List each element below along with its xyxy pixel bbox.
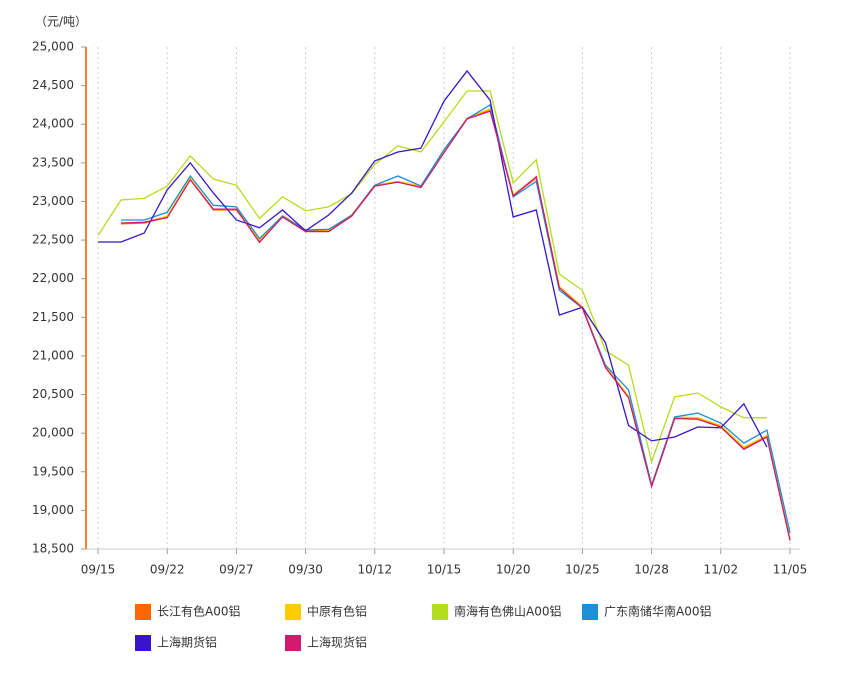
x-tick-label: 09/30 [288, 563, 323, 577]
x-tick-label: 09/27 [219, 563, 254, 577]
y-tick-label: 23,000 [32, 194, 74, 208]
y-tick-label: 20,500 [32, 387, 74, 401]
legend-label: 广东南储华南A00铝 [604, 604, 711, 619]
x-tick-label: 10/12 [358, 563, 393, 577]
y-tick-label: 21,000 [32, 348, 74, 362]
y-tick-label: 24,000 [32, 117, 74, 131]
y-tick-label: 23,500 [32, 155, 74, 169]
x-tick-label: 10/28 [634, 563, 669, 577]
legend-swatch [135, 635, 151, 651]
legend-swatch [285, 604, 301, 620]
y-tick-label: 24,500 [32, 78, 74, 92]
legend-swatch [432, 604, 448, 620]
series-line [121, 108, 791, 540]
x-tick-label: 10/25 [565, 563, 600, 577]
y-tick-label: 21,500 [32, 310, 74, 324]
y-tick-label: 19,000 [32, 503, 74, 517]
series-line [97, 90, 767, 465]
x-tick-label: 11/02 [704, 563, 739, 577]
x-tick-label: 10/20 [496, 563, 531, 577]
y-tick-label: 18,500 [32, 542, 74, 556]
legend-label: 上海期货铝 [157, 635, 217, 650]
x-tick-label: 10/15 [427, 563, 462, 577]
legend-label: 中原有色铝 [307, 604, 367, 619]
y-tick-label: 19,500 [32, 464, 74, 478]
x-tick-label: 11/05 [773, 563, 808, 577]
legend-swatch [135, 604, 151, 620]
series-line [98, 69, 768, 448]
y-tick-label: 25,000 [32, 40, 74, 54]
legend-swatch [582, 604, 598, 620]
series-line [121, 103, 791, 533]
legend-label: 上海现货铝 [307, 635, 367, 650]
legend-label: 长江有色A00铝 [157, 604, 240, 619]
legend-label: 南海有色佛山A00铝 [454, 604, 561, 619]
y-axis-unit: （元/吨） [35, 15, 87, 29]
legend-swatch [285, 635, 301, 651]
x-tick-label: 09/15 [81, 563, 116, 577]
y-tick-label: 22,500 [32, 233, 74, 247]
series-line [121, 107, 791, 540]
x-tick-label: 09/22 [150, 563, 185, 577]
y-tick-label: 22,000 [32, 271, 74, 285]
series-line [121, 110, 791, 541]
y-tick-label: 20,000 [32, 426, 74, 440]
